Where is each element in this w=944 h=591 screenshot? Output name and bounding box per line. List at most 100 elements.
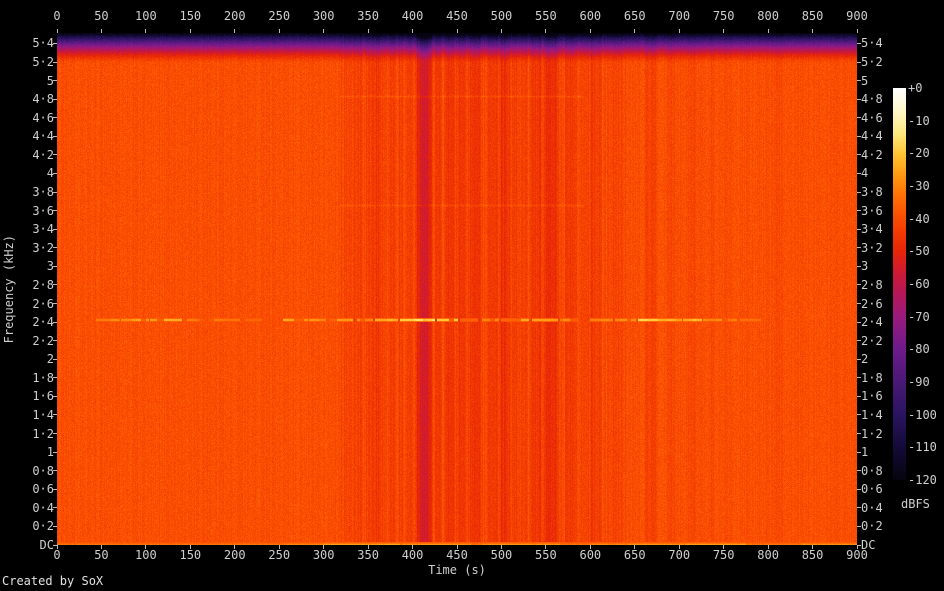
time-tick-mark-top <box>56 29 58 33</box>
time-tick-mark-bottom <box>678 545 680 549</box>
freq-tick-mark-left <box>53 433 57 435</box>
time-tick-label-top: 900 <box>846 9 868 23</box>
freq-tick-label-right: 0·6 <box>861 482 883 497</box>
freq-tick-mark-right <box>857 154 861 156</box>
time-tick-label-top: 450 <box>446 9 468 23</box>
freq-tick-label-left: 2·8 <box>32 277 54 292</box>
time-tick-label-bottom: 900 <box>846 548 868 562</box>
freq-tick-mark-right <box>857 61 861 63</box>
time-axis-label: Time (s) <box>428 563 486 577</box>
freq-tick-label-right: 2·2 <box>861 333 883 348</box>
time-tick-mark-bottom <box>500 545 502 549</box>
freq-tick-label-left: 3·2 <box>32 240 54 255</box>
freq-tick-label-left: 4·6 <box>32 110 54 125</box>
colorbar-canvas <box>893 88 906 480</box>
colorbar-tick-label: -20 <box>908 146 930 161</box>
time-tick-label-bottom: 350 <box>357 548 379 562</box>
sox-credit: Created by SoX <box>2 574 104 588</box>
time-tick-label-bottom: 850 <box>801 548 824 562</box>
freq-tick-mark-right <box>857 525 861 527</box>
freq-tick-label-left: 1·4 <box>32 407 54 422</box>
freq-tick-mark-right <box>857 433 861 435</box>
freq-tick-mark-left <box>53 395 57 397</box>
freq-tick-label-right: 5·2 <box>861 55 883 70</box>
freq-tick-label-left: 1·6 <box>32 389 54 404</box>
time-tick-mark-top <box>812 29 814 33</box>
freq-tick-mark-right <box>857 488 861 490</box>
freq-tick-label-left: 3·6 <box>32 203 54 218</box>
freq-tick-label-right: 3·4 <box>861 222 883 237</box>
freq-tick-label-right: 4 <box>861 166 869 181</box>
colorbar-tick-label: -70 <box>908 309 930 324</box>
freq-tick-label-left: 0·6 <box>32 482 54 497</box>
freq-tick-mark-right <box>857 135 861 137</box>
time-tick-mark-bottom <box>856 545 858 549</box>
time-tick-mark-bottom <box>589 545 591 549</box>
freq-tick-label-left: DC <box>39 538 54 552</box>
freq-tick-mark-right <box>857 395 861 397</box>
freq-tick-mark-left <box>53 172 57 174</box>
freq-tick-label-left: 3·4 <box>32 222 54 237</box>
freq-tick-mark-right <box>857 303 861 304</box>
freq-tick-label-right: 4·8 <box>861 92 883 107</box>
freq-tick-label-left: 0·4 <box>32 500 54 515</box>
freq-tick-label-right: 5 <box>861 73 869 88</box>
time-tick-mark-bottom <box>412 545 414 549</box>
freq-tick-mark-right <box>857 284 861 286</box>
freq-tick-mark-right <box>857 191 861 193</box>
time-tick-label-bottom: 600 <box>579 548 602 562</box>
time-tick-mark-top <box>456 29 458 33</box>
time-tick-label-top: 550 <box>535 9 557 23</box>
freq-tick-label-right: 1 <box>861 445 869 460</box>
freq-tick-mark-left <box>53 303 57 304</box>
time-tick-mark-top <box>189 29 191 33</box>
time-tick-label-top: 500 <box>490 9 513 23</box>
time-tick-mark-bottom <box>456 545 458 549</box>
time-tick-label-bottom: 700 <box>668 548 691 562</box>
time-tick-mark-top <box>323 29 325 33</box>
time-tick-label-top: 350 <box>357 9 379 23</box>
freq-tick-mark-left <box>53 488 57 490</box>
freq-tick-mark-right <box>857 247 861 249</box>
freq-tick-mark-left <box>53 135 57 137</box>
time-tick-label-bottom: 750 <box>712 548 735 562</box>
time-tick-mark-top <box>545 29 547 33</box>
time-tick-label-bottom: 650 <box>623 548 646 562</box>
freq-tick-label-left: 2·2 <box>32 333 54 348</box>
time-tick-mark-top <box>767 29 769 33</box>
freq-tick-label-right: 3·8 <box>861 185 883 200</box>
time-tick-mark-top <box>634 29 636 33</box>
freq-tick-mark-right <box>857 544 861 546</box>
freq-tick-label-left: 5·2 <box>32 55 54 70</box>
freq-tick-label-right: 2·8 <box>861 277 883 292</box>
time-tick-label-top: 0 <box>53 9 61 23</box>
freq-tick-mark-right <box>857 377 861 379</box>
freq-tick-mark-left <box>53 340 57 342</box>
freq-tick-label-right: 0·4 <box>861 500 883 515</box>
freq-tick-label-right: 1·4 <box>861 407 883 422</box>
time-tick-label-top: 300 <box>312 9 335 23</box>
time-tick-label-top: 850 <box>801 9 824 23</box>
time-tick-label-bottom: 200 <box>223 548 246 562</box>
frequency-axis-label-text: Frequency (kHz) <box>2 234 16 344</box>
time-tick-mark-bottom <box>723 545 725 549</box>
freq-tick-mark-right <box>857 507 861 509</box>
freq-tick-mark-right <box>857 210 861 212</box>
freq-tick-mark-right <box>857 414 861 416</box>
freq-tick-label-left: 3·8 <box>32 185 54 200</box>
freq-tick-mark-left <box>53 98 57 100</box>
colorbar-tick-label: -90 <box>908 375 930 389</box>
time-tick-mark-bottom <box>189 545 191 549</box>
freq-tick-label-left: 1 <box>46 445 54 460</box>
time-tick-mark-bottom <box>323 545 325 549</box>
time-tick-mark-bottom <box>100 545 102 549</box>
colorbar-tick-label: -110 <box>908 440 937 455</box>
time-tick-mark-top <box>500 29 502 33</box>
freq-tick-mark-left <box>53 117 57 119</box>
freq-tick-mark-left <box>53 247 57 249</box>
time-tick-label-top: 250 <box>268 9 291 23</box>
time-tick-mark-bottom <box>56 545 58 549</box>
time-tick-mark-top <box>234 29 236 33</box>
freq-tick-label-right: DC <box>861 538 876 552</box>
